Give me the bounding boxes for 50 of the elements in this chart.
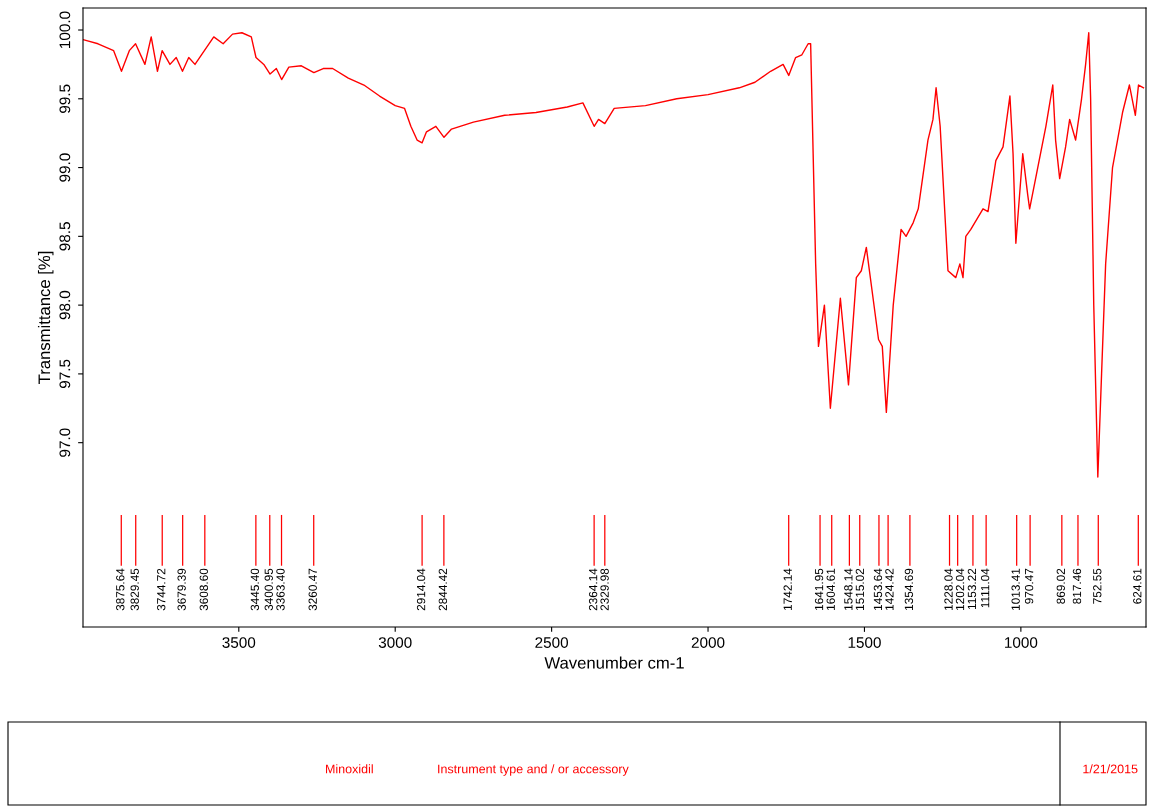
ref-line-label: 3679.39: [177, 568, 186, 611]
ref-line-label: 1354.69: [904, 568, 914, 610]
ref-line-label: 1548.14: [844, 568, 853, 610]
ref-line-label: 2844.42: [438, 568, 448, 611]
text: 1/21/2015: [1083, 764, 1138, 774]
ref-line-label: 3608.60: [199, 568, 208, 611]
line-series: [83, 32, 1145, 478]
ref-line-label: 1515.02: [855, 568, 865, 610]
ref-line-label: 3744.72: [157, 568, 166, 611]
ref-line-label: 3829.45: [130, 568, 139, 611]
ref-line-label: 3260.47: [308, 568, 317, 611]
y-tick-label: 100.0: [59, 11, 71, 48]
ref-line-label: 970.47: [1024, 568, 1034, 604]
y-tick-label: 99.0: [59, 153, 71, 182]
x-tick-label: 2000: [691, 637, 725, 648]
y-tick-label: 97.0: [59, 428, 71, 457]
ref-line-label: 1153.22: [967, 568, 977, 610]
ref-line-label: 1228.04: [944, 568, 953, 610]
ref-line-label: 3445.40: [250, 568, 260, 611]
x-axis-title: Wavenumber cm-1: [544, 656, 684, 669]
ref-line-label: 3363.40: [276, 568, 285, 611]
x-tick-label: 1000: [1005, 637, 1038, 648]
ref-line-label: 1641.95: [814, 568, 824, 610]
ref-line-label: 1453.64: [873, 568, 883, 610]
ref-line-label: 2364.14: [588, 568, 598, 611]
ref-line-label: 1202.04: [955, 568, 965, 610]
x-tick-label: 3000: [378, 637, 412, 648]
y-tick-label: 98.5: [59, 222, 71, 251]
ref-line-label: 2329.98: [600, 568, 609, 611]
text: Minoxidil: [326, 764, 373, 774]
ref-line-label: 2914.04: [416, 568, 426, 611]
ref-line-label: 624.61: [1133, 568, 1142, 604]
ref-line-label: 752.55: [1093, 568, 1102, 604]
ref-line-label: 1742.14: [783, 568, 792, 610]
ref-line-label: 1424.42: [885, 568, 894, 610]
ref-line-label: 1604.61: [826, 568, 835, 610]
y-tick-label: 99.5: [59, 84, 71, 113]
ref-line-label: 1013.41: [1011, 568, 1020, 610]
x-tick-label: 2500: [535, 637, 569, 648]
text: Instrument type and / or accessory: [438, 764, 629, 776]
ref-line-label: 3875.64: [116, 568, 125, 611]
x-tick-label: 1500: [848, 637, 881, 648]
ref-line-label: 3400.95: [264, 568, 273, 611]
ref-line-label: 869.02: [1056, 568, 1066, 604]
y-tick-label: 97.5: [59, 359, 71, 389]
ref-line-label: 817.46: [1072, 568, 1082, 604]
x-tick-label: 3500: [222, 637, 256, 648]
y-tick-label: 98.0: [59, 290, 71, 320]
y-axis-title: Transmittance [%]: [37, 251, 54, 384]
ref-line-label: 1111.04: [980, 568, 990, 608]
